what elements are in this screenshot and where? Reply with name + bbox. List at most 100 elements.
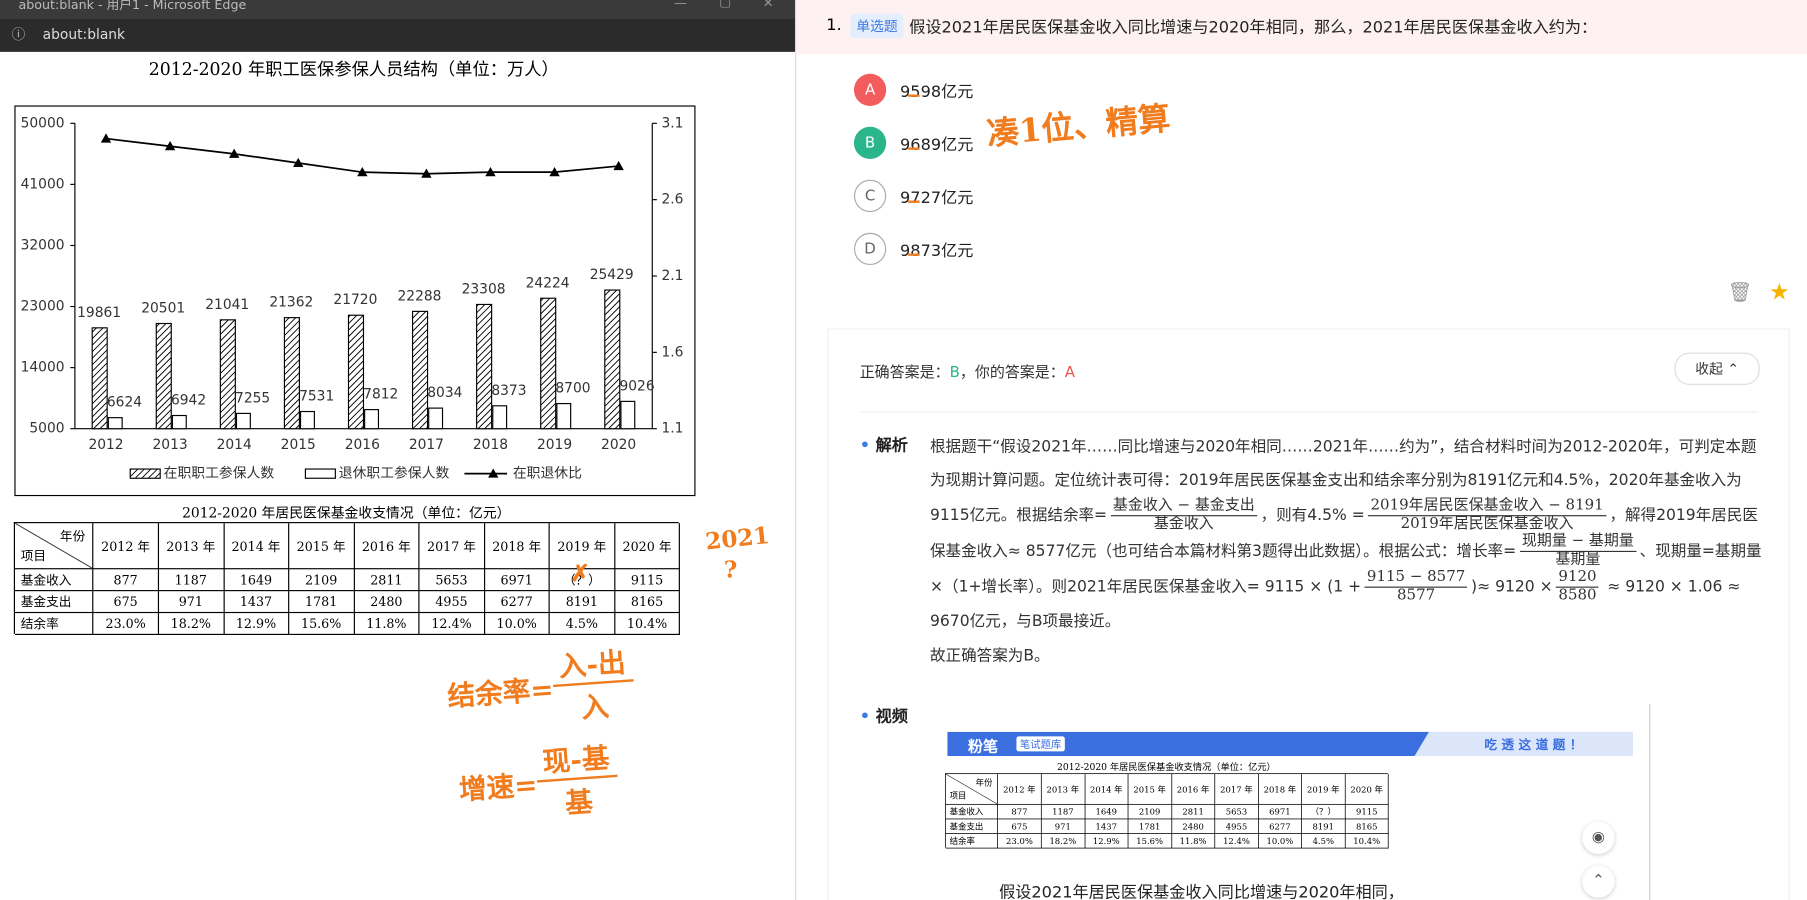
- bar-value-label: 25429: [590, 267, 634, 283]
- option-text[interactable]: 9689亿元: [900, 135, 974, 155]
- column-header: 2016 年: [354, 523, 420, 570]
- table-cell: 12.4%: [419, 613, 485, 635]
- x-tick-label: 2012: [88, 437, 123, 453]
- y2-tick-label: 1.6: [661, 344, 683, 360]
- info-icon[interactable]: ⓘ: [11, 26, 26, 43]
- bar: [428, 407, 444, 430]
- bar: [219, 319, 236, 430]
- bar: [492, 405, 508, 430]
- ratio-marker: [293, 157, 304, 168]
- bar: [476, 303, 493, 430]
- table-cell: 4955: [419, 591, 485, 614]
- row-header: 基金支出: [945, 819, 998, 834]
- table-cell: 2811: [354, 569, 420, 592]
- option-letter[interactable]: B: [853, 126, 887, 160]
- table-cell: 12.4%: [1214, 833, 1259, 849]
- option-text[interactable]: 9598亿元: [900, 82, 974, 102]
- table-cell: 12.9%: [223, 613, 290, 635]
- table-cell: 2811: [1171, 804, 1216, 820]
- question-number: 1.: [826, 16, 842, 35]
- bar: [364, 409, 380, 430]
- row-header: 基金支出: [14, 591, 94, 614]
- legend-label: 退休职工参保人数: [339, 465, 450, 482]
- column-header: 2015 年: [1128, 774, 1172, 805]
- table-cell: 971: [1041, 819, 1086, 834]
- table-cell: 12.9%: [1084, 833, 1129, 849]
- table-cell: 8191: [549, 591, 616, 614]
- ratio-marker: [164, 141, 176, 151]
- table-cell: 6971: [1258, 804, 1303, 820]
- bar-value-label: 9026: [619, 378, 654, 394]
- favorite-button[interactable]: ★: [1768, 277, 1790, 306]
- address-text[interactable]: about:blank: [42, 26, 126, 43]
- y-tick-label: 23000: [21, 299, 65, 315]
- table-cell: 5653: [419, 569, 485, 592]
- theme-button[interactable]: ◉: [1582, 821, 1615, 854]
- y2-tick-label: 1.1: [661, 421, 683, 437]
- formula-denominator: 入: [580, 689, 611, 725]
- bar: [620, 400, 636, 430]
- question-header: 1. 单选题 假设2021年居民医保基金收入同比增速与2020年相同，那么，20…: [796, 0, 1807, 55]
- column-header: 2014 年: [1084, 774, 1129, 805]
- chart: 2012-2020 年职工医保参保人员结构（单位：万人） 5000 14000 23…: [14, 60, 696, 497]
- scroll-top-button[interactable]: ⌃: [1582, 865, 1615, 898]
- bar-value-label: 7812: [363, 387, 398, 403]
- video-edge: [1649, 704, 1651, 900]
- column-header: 2019 年: [549, 523, 616, 570]
- y2-tick-label: 3.1: [661, 115, 683, 131]
- denominator: 2019年居民医保基金收入: [1400, 515, 1574, 533]
- table-cell: 675: [997, 819, 1042, 834]
- table-cell: 10.4%: [1345, 833, 1389, 849]
- close-button[interactable]: ✕: [762, 0, 774, 11]
- bar: [155, 322, 172, 430]
- table-grid: 年份 项目 2012 年 2013 年 2014 年 2015 年 2016 年 2017 年…: [944, 773, 1389, 849]
- collapse-text: 收起: [1695, 360, 1723, 377]
- option-text[interactable]: 9873亿元: [900, 242, 974, 261]
- table-cell: 18.2%: [1041, 833, 1086, 849]
- table-cell: 2480: [354, 591, 420, 614]
- formula-denominator: 基: [564, 784, 594, 820]
- minimize-button[interactable]: —: [674, 0, 687, 11]
- bar: [556, 403, 572, 430]
- bar: [540, 297, 557, 430]
- denominator: 基金收入: [1153, 515, 1214, 533]
- handwritten-tick: [908, 94, 920, 97]
- table-cell: 10.4%: [614, 613, 681, 635]
- bar-value-label: 21362: [269, 295, 313, 311]
- analysis-label: 解析: [875, 436, 908, 456]
- your-answer: A: [1064, 364, 1076, 382]
- fraction: 基金收入 − 基金支出 基金收入: [1110, 497, 1258, 534]
- x-tick-label: 2016: [345, 437, 380, 453]
- fraction: 9120 8580: [1556, 568, 1599, 605]
- bar-value-label: 7531: [299, 389, 334, 405]
- column-header: 2013 年: [1041, 774, 1086, 805]
- table-cell: 1187: [1041, 804, 1086, 820]
- table-cell: 1781: [288, 591, 355, 614]
- yours-label: ，你的答案是：: [959, 364, 1065, 382]
- option-text[interactable]: 9727亿元: [900, 188, 974, 208]
- y-tick-label: 32000: [21, 237, 65, 253]
- option-letter[interactable]: C: [853, 179, 887, 213]
- table-cell: 4.5%: [549, 613, 616, 635]
- title-bar: about:blank - 用户1 - Microsoft Edge — ▢ ✕: [0, 0, 796, 19]
- legend-label: 在职退休比: [513, 466, 582, 482]
- table-title: 2012-2020 年居民医保基金收支情况（单位：亿元）: [1057, 761, 1276, 773]
- option-letter[interactable]: D: [853, 232, 887, 266]
- numerator: 9115 − 8577: [1364, 568, 1468, 588]
- maximize-button[interactable]: ▢: [719, 0, 732, 10]
- column-header: 2018 年: [1258, 774, 1303, 805]
- table-cell: （？）: [549, 569, 616, 592]
- handwritten-formula: 增速= 现-基基: [456, 734, 621, 828]
- bar: [411, 310, 429, 430]
- table-cell: 5653: [1214, 804, 1259, 820]
- handwritten-note: 凑1位、精算: [985, 99, 1172, 154]
- option-letter[interactable]: A: [853, 73, 887, 107]
- ratio-marker: [485, 166, 496, 177]
- answer-card: 正确答案是：B，你的答案是：A 收起 ⌃ • 解析 根据题干“假设2021年………: [827, 328, 1790, 900]
- fraction: 2019年居民医保基金收入 − 8191 2019年居民医保基金收入: [1368, 497, 1606, 534]
- table-corner: 年份 项目: [945, 774, 998, 805]
- delete-button[interactable]: 🗑: [1727, 281, 1753, 305]
- collapse-button[interactable]: 收起 ⌃: [1674, 352, 1760, 385]
- y-tick-label: 14000: [21, 360, 65, 376]
